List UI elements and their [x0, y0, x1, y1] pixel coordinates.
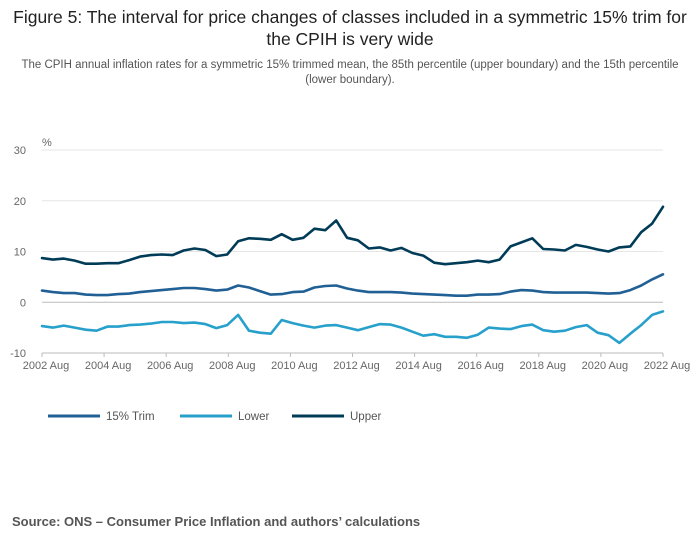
- y-tick-label: 10: [14, 247, 26, 259]
- legend-label: Upper: [350, 411, 381, 423]
- y-tick-label: 30: [14, 145, 26, 157]
- y-axis: 30 20 10 0 -10: [10, 145, 26, 360]
- x-tick-label: 2012 Aug: [333, 360, 380, 372]
- y-tick-label: 20: [14, 196, 26, 208]
- x-tick-label: 2022 Aug: [644, 360, 691, 372]
- x-tick-label: 2008 Aug: [209, 360, 256, 372]
- y-axis-label: %: [42, 137, 52, 149]
- legend: 15% Trim Lower Upper: [48, 411, 381, 423]
- chart-title: Figure 5: The interval for price changes…: [13, 7, 687, 49]
- x-tick-label: 2004 Aug: [85, 360, 132, 372]
- x-tick-label: 2002 Aug: [23, 360, 70, 372]
- x-tick-label: 2016 Aug: [457, 360, 504, 372]
- legend-label: Lower: [238, 411, 269, 423]
- x-tick-label: 2020 Aug: [582, 360, 629, 372]
- y-tick-label: -10: [10, 348, 26, 360]
- gridlines: [42, 149, 663, 354]
- x-tick-label: 2018 Aug: [520, 360, 567, 372]
- source-note: Source: ONS – Consumer Price Inflation a…: [12, 514, 421, 529]
- legend-item: 15% Trim: [48, 411, 155, 423]
- series-line-lower: [40, 310, 665, 345]
- series-line-15-trim: [40, 272, 665, 298]
- x-tick-label: 2006 Aug: [147, 360, 194, 372]
- legend-label: 15% Trim: [106, 411, 155, 423]
- x-axis: 2002 Aug 2004 Aug 2006 Aug 2008 Aug 2010 Aug…: [23, 353, 691, 372]
- series-line-upper: [40, 205, 665, 266]
- legend-item: Upper: [292, 411, 381, 423]
- legend-item: Lower: [180, 411, 269, 423]
- x-tick-label: 2010 Aug: [271, 360, 318, 372]
- x-tick-label: 2014 Aug: [395, 360, 442, 372]
- chart-subtitle: The CPIH annual inflation rates for a sy…: [21, 59, 679, 86]
- series-lines: [40, 205, 665, 345]
- y-tick-label: 0: [20, 297, 26, 309]
